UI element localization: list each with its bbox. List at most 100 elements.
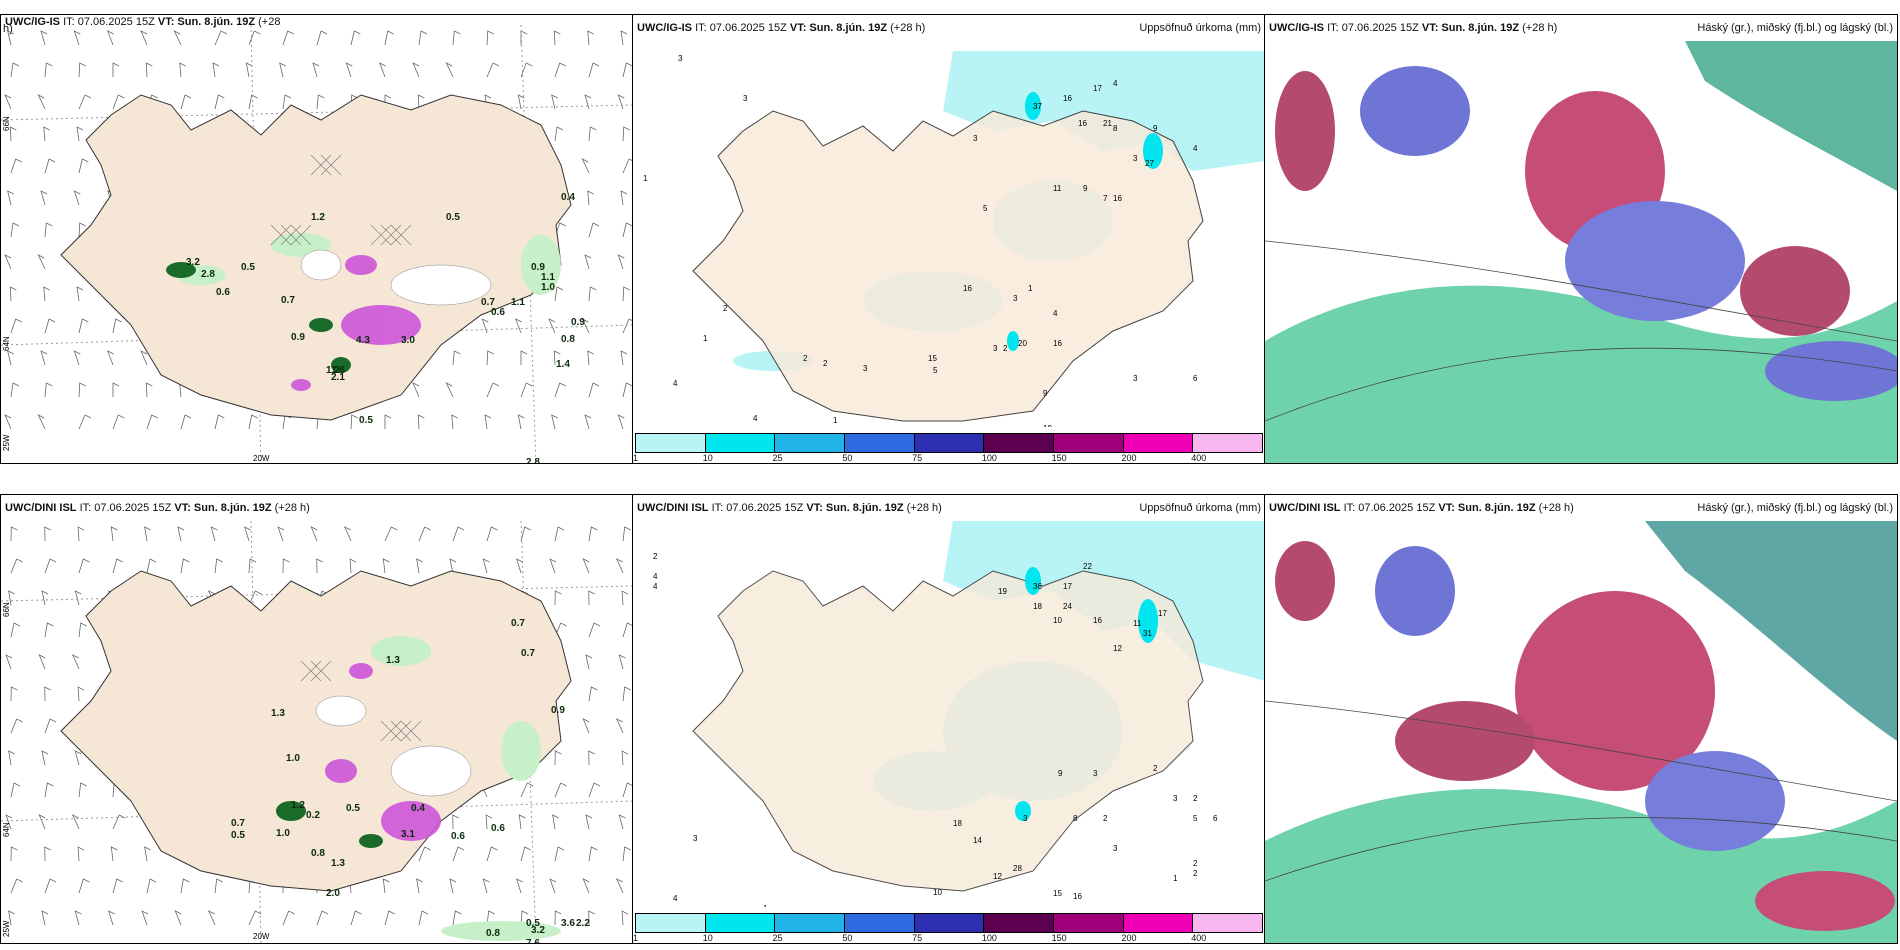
wind-barb <box>588 382 600 398</box>
colorbar-swatch <box>775 434 846 452</box>
wind-barb <box>581 158 590 174</box>
wind-barb <box>553 30 561 46</box>
wind-barb <box>44 782 54 798</box>
precip-amount-label: 4.3 <box>356 335 370 346</box>
wind-barb <box>549 878 557 894</box>
accum-precip-label: 16 <box>1053 339 1062 348</box>
wind-barb <box>621 750 629 766</box>
precip-amount-label: 3.6 <box>561 918 575 929</box>
accum-precip-label: 2 <box>1153 764 1158 773</box>
colorbar-tick: 150 <box>1051 933 1067 943</box>
wind-barb <box>378 62 386 78</box>
accum-precip-label: 9 <box>1083 184 1088 193</box>
wind-barb <box>514 318 522 334</box>
accum-precip-label: 6 <box>1193 374 1198 383</box>
wind-barb <box>554 62 566 78</box>
wind-barb <box>43 126 50 142</box>
accum-precip-label: 1 <box>643 174 648 183</box>
wind-barb <box>73 30 81 46</box>
wind-barb <box>349 558 357 574</box>
precip-amount-label: 0.5 <box>241 262 255 273</box>
wind-barb <box>214 414 225 430</box>
wind-barb <box>10 622 21 638</box>
wind-barb <box>516 878 523 894</box>
wind-barb <box>587 350 594 366</box>
panel-title: UWC/IG-IS IT: 07.06.2025 15Z VT: Sun. 8.… <box>1269 22 1893 34</box>
wind-barb <box>41 750 49 766</box>
wind-barb <box>622 62 633 78</box>
accum-precip-label: 6 <box>1213 814 1218 823</box>
wind-barb <box>452 30 461 46</box>
wind-barb <box>77 846 85 862</box>
precip-amount-label: 0.4 <box>411 803 425 814</box>
colorbar: 1 10 25 50 75 100 150 200 400 <box>633 433 1263 463</box>
colorbar-tick: 10 <box>702 453 713 463</box>
wind-barb <box>146 414 158 430</box>
lon-label: 25W <box>2 434 11 451</box>
accum-precip-label: 8 <box>1073 814 1078 823</box>
wind-barb <box>554 286 564 302</box>
precip-amount-label: 7.6 <box>526 938 540 943</box>
accum-precip-label: 17 <box>1063 582 1072 591</box>
accum-precip-label: 4 <box>673 379 678 388</box>
wind-barb <box>622 126 630 142</box>
colorbar-swatch <box>1054 914 1124 932</box>
wind-barb <box>40 350 48 366</box>
accum-precip-label: 16 <box>1078 119 1087 128</box>
wind-barb <box>248 558 257 574</box>
wind-barb <box>587 30 594 46</box>
precip-amount-label: 0.5 <box>359 415 373 426</box>
wind-barb <box>110 846 118 862</box>
precip-amount-label: 3.2 <box>186 257 200 268</box>
accum-precip-label: 3 <box>693 834 698 843</box>
wind-barb <box>615 878 624 894</box>
cloud-map <box>1265 41 1897 463</box>
wind-barb <box>582 878 590 894</box>
wind-barb <box>486 382 500 398</box>
lat-label: 64N <box>2 822 11 837</box>
precip-amount-label: 0.6 <box>491 307 505 318</box>
wind-barb <box>316 910 329 926</box>
panel-title: UWC/IG-IS IT: 07.06.2025 15Z VT: Sun. 8.… <box>637 22 1261 34</box>
wind-barb <box>417 94 425 110</box>
accum-precip-label: 9 <box>1153 124 1158 133</box>
wind-barb <box>248 414 258 430</box>
wind-barb <box>4 254 12 270</box>
wind-barb <box>10 718 23 734</box>
wind-barb <box>520 350 528 365</box>
precip-amount-label: 0.7 <box>511 618 525 629</box>
accum-precip-label: 8 <box>1113 124 1118 133</box>
iceland-land <box>692 570 1204 892</box>
precip-amount-label: 1.3 <box>331 858 345 869</box>
map-svg: 1.2 0.50.43.22.80.50.60.70.91.64.3 3.01.22… <box>1 25 633 463</box>
wind-barb <box>74 910 82 926</box>
accum-precip-label: 5 <box>983 204 988 213</box>
panel-title: UWC/IG-IS IT: 07.06.2025 15Z VT: Sun. 8.… <box>5 16 281 28</box>
accum-precip-label: 16 <box>1113 194 1122 203</box>
wind-barb <box>554 126 564 142</box>
colorbar-tick: 150 <box>1051 453 1067 463</box>
wind-barb <box>4 94 12 110</box>
wind-barb <box>44 318 56 334</box>
accum-precip-label: 4 <box>1053 309 1058 318</box>
wind-barb <box>41 910 49 926</box>
wind-barb <box>44 558 57 574</box>
wind-barb <box>77 526 85 542</box>
wind-barb <box>549 558 557 574</box>
wind-barb <box>8 590 15 606</box>
wind-barb <box>622 686 631 702</box>
wind-barb <box>8 750 15 766</box>
wind-barb <box>106 30 114 46</box>
precip-panel-row2: UWC/DINI ISL IT: 07.06.2025 15Z VT: Sun.… <box>632 494 1266 944</box>
wind-barb <box>180 558 190 574</box>
wind-barb <box>210 526 218 542</box>
precip-amount-label: 0.9 <box>291 332 305 343</box>
precip-amount-label: 2.1 <box>331 372 345 383</box>
wind-barb <box>173 30 182 46</box>
wind-barb <box>141 910 149 926</box>
wind-barb <box>248 30 261 46</box>
accum-precip-label: 36 <box>1033 582 1042 591</box>
wind-barb <box>520 846 531 862</box>
colorbar-tick: 400 <box>1191 453 1207 463</box>
